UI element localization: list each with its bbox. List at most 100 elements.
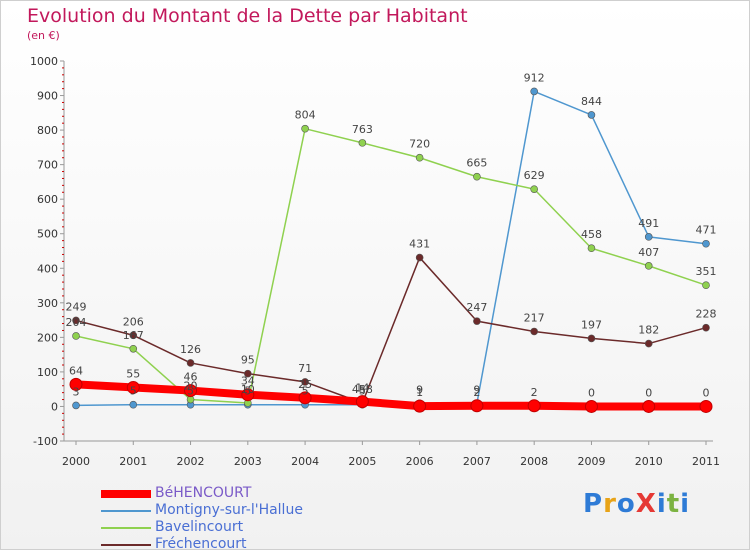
x-tick-label: 2010 bbox=[635, 455, 663, 468]
brand-letter: o bbox=[616, 489, 636, 519]
data-point bbox=[415, 153, 424, 162]
data-label: 912 bbox=[524, 71, 545, 84]
x-tick-label: 2004 bbox=[291, 455, 319, 468]
data-label: 351 bbox=[696, 265, 717, 278]
brand-letter: P bbox=[583, 489, 604, 519]
series-line bbox=[75, 127, 707, 404]
data-point bbox=[184, 384, 198, 398]
data-label: 407 bbox=[638, 246, 659, 259]
y-tick-label: 700 bbox=[37, 159, 58, 172]
data-point bbox=[702, 281, 710, 290]
y-tick-label: 1000 bbox=[30, 55, 58, 68]
data-label: 71 bbox=[298, 362, 312, 375]
data-label: 95 bbox=[241, 354, 255, 367]
data-point bbox=[587, 244, 596, 253]
data-point bbox=[699, 399, 713, 413]
data-label: 247 bbox=[466, 301, 487, 314]
legend-label: Montigny-sur-l'Hallue bbox=[155, 502, 303, 518]
data-label: 9 bbox=[416, 383, 423, 396]
data-point bbox=[241, 388, 255, 402]
y-tick-label: 200 bbox=[37, 331, 58, 344]
data-label: 20 bbox=[184, 380, 198, 393]
y-tick-label: 500 bbox=[37, 228, 58, 241]
legend-swatch bbox=[101, 490, 151, 498]
data-point bbox=[186, 359, 195, 367]
data-label: 629 bbox=[524, 169, 545, 182]
data-point bbox=[129, 331, 138, 340]
data-point bbox=[644, 339, 653, 348]
y-tick-label: 900 bbox=[37, 90, 58, 103]
x-tick-label: 2003 bbox=[234, 455, 262, 468]
data-label: 5 bbox=[130, 385, 137, 398]
x-tick-label: 2009 bbox=[577, 455, 605, 468]
data-point bbox=[358, 139, 367, 147]
data-label: 10 bbox=[241, 383, 255, 396]
brand-letter: i bbox=[680, 489, 691, 519]
y-tick-label: 0 bbox=[51, 400, 58, 413]
data-point bbox=[69, 377, 83, 391]
data-point bbox=[72, 401, 80, 410]
legend-swatch bbox=[101, 510, 151, 512]
y-tick-label: -100 bbox=[33, 435, 58, 448]
y-tick-label: 400 bbox=[37, 262, 58, 275]
data-label: 206 bbox=[123, 315, 144, 328]
data-point bbox=[298, 391, 312, 405]
y-tick-label: 100 bbox=[37, 366, 58, 379]
data-label: 458 bbox=[581, 228, 602, 241]
brand-logo: ProXiti bbox=[583, 489, 690, 519]
data-label: 55 bbox=[126, 367, 140, 380]
data-label: 1 bbox=[416, 386, 423, 399]
data-label: 197 bbox=[581, 318, 602, 331]
data-label: 2 bbox=[473, 386, 480, 399]
data-point bbox=[530, 185, 538, 193]
data-point bbox=[72, 332, 80, 340]
data-label: 0 bbox=[645, 386, 652, 399]
data-point bbox=[530, 87, 538, 96]
data-label: 204 bbox=[66, 316, 87, 329]
data-point bbox=[473, 317, 481, 325]
data-label: 804 bbox=[295, 109, 316, 122]
data-point bbox=[301, 124, 309, 133]
data-label: 458 bbox=[352, 383, 373, 396]
data-label: 491 bbox=[638, 217, 659, 230]
x-tick-label: 2005 bbox=[348, 455, 376, 468]
chart-subtitle: (en €) bbox=[27, 29, 60, 42]
data-label: 3 bbox=[73, 385, 80, 398]
series-line bbox=[75, 256, 707, 404]
x-tick-label: 2006 bbox=[406, 455, 434, 468]
x-tick-label: 2011 bbox=[692, 455, 720, 468]
data-point bbox=[129, 344, 138, 353]
data-label: 5 bbox=[302, 385, 309, 398]
data-point bbox=[702, 323, 710, 332]
x-tick-label: 2002 bbox=[177, 455, 205, 468]
x-tick-label: 2001 bbox=[119, 455, 147, 468]
data-label: 0 bbox=[703, 386, 710, 399]
legend-label: BéHENCOURT bbox=[155, 485, 252, 501]
data-label: 431 bbox=[409, 238, 430, 251]
data-label: 9 bbox=[473, 383, 480, 396]
data-point bbox=[584, 399, 598, 413]
y-tick-label: 800 bbox=[37, 124, 58, 137]
data-point bbox=[126, 380, 140, 394]
legend-swatch bbox=[101, 544, 151, 546]
brand-letter: X bbox=[635, 489, 657, 519]
data-label: 2 bbox=[531, 386, 538, 399]
x-tick-label: 2007 bbox=[463, 455, 491, 468]
data-label: 5 bbox=[359, 385, 366, 398]
data-label: 249 bbox=[66, 300, 87, 313]
data-label: 64 bbox=[69, 364, 83, 377]
data-point bbox=[530, 327, 538, 336]
data-point bbox=[301, 378, 309, 386]
data-point bbox=[72, 316, 80, 325]
data-point bbox=[642, 399, 656, 413]
data-point bbox=[244, 369, 252, 378]
data-label: 46 bbox=[184, 371, 198, 384]
data-point bbox=[587, 111, 596, 119]
data-point bbox=[473, 172, 481, 181]
data-label: 167 bbox=[123, 329, 144, 342]
data-point bbox=[129, 400, 138, 409]
brand-letter: i bbox=[656, 489, 667, 519]
chart-title: Evolution du Montant de la Dette par Hab… bbox=[27, 5, 468, 27]
data-label: 182 bbox=[638, 324, 659, 337]
